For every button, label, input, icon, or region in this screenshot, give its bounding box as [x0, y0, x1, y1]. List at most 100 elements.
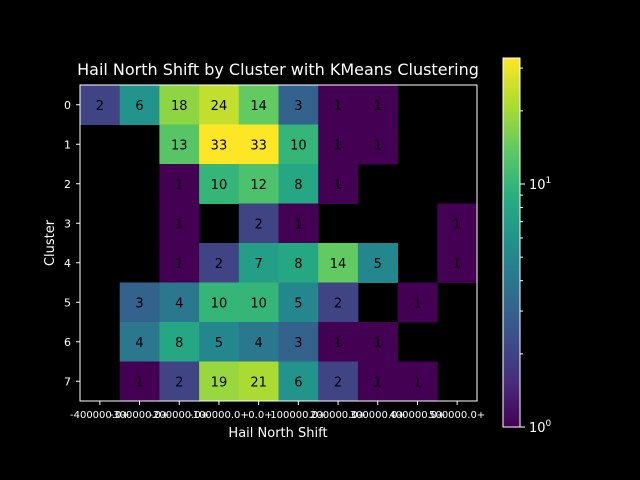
cell-value-label: 7 [255, 257, 263, 272]
cell-value-label: 13 [171, 138, 188, 153]
heatmap-cell [199, 322, 240, 362]
heatmap-cell [199, 361, 240, 402]
cell-value-label: 2 [334, 296, 342, 311]
x-tick-label: 500000.0+ [429, 410, 485, 421]
cell-value-label: 33 [250, 138, 267, 153]
y-tick-label: 3 [64, 217, 71, 230]
x-tick-label: -100000.0+ [189, 410, 249, 421]
x-axis-ticks: -400000.0+-300000.0+-200000.0+-100000.0+… [70, 401, 485, 421]
cell-value-label: 10 [211, 178, 228, 193]
heatmap-cell [199, 124, 240, 165]
x-tick-label: -300000.0+ [110, 410, 170, 421]
y-tick-label: 2 [64, 178, 71, 191]
heatmap-cells [80, 85, 478, 402]
cell-value-label: 1 [334, 178, 342, 193]
heatmap-cell [159, 322, 200, 362]
heatmap-cell [437, 243, 478, 283]
heatmap-cell [199, 243, 240, 283]
heatmap-cell [357, 124, 399, 165]
colorbar-tick-label: 101 [529, 176, 551, 193]
heatmap-cell [318, 164, 359, 204]
heatmap-cell [119, 282, 160, 323]
heatmap-cell [278, 124, 319, 165]
cell-value-label: 2 [334, 375, 342, 390]
heatmap-cell [159, 124, 200, 165]
cell-value-label: 1 [334, 99, 342, 114]
cell-value-label: 33 [211, 138, 228, 153]
cell-value-label: 5 [374, 257, 382, 272]
heatmap-cell [199, 282, 240, 323]
y-axis-ticks: 0 1 2 3 4 5 6 7 [64, 99, 80, 388]
cell-value-label: 1 [175, 178, 183, 193]
cell-value-label: 4 [255, 336, 263, 351]
cell-value-label: 2 [175, 375, 183, 390]
heatmap-cell [119, 322, 160, 362]
heatmap-cell [238, 85, 279, 125]
heatmap-cell [238, 243, 279, 283]
cell-value-label: 21 [250, 375, 267, 390]
heatmap-cell [278, 243, 319, 283]
cell-value-label: 2 [255, 217, 263, 232]
cell-value-label: 1 [135, 375, 143, 390]
y-tick-label: 0 [64, 99, 71, 112]
cell-value-label: 8 [175, 336, 183, 351]
heatmap-cell [278, 203, 319, 244]
cell-value-label: 5 [294, 296, 302, 311]
heatmap-cell [199, 164, 240, 204]
colorbar-tick-label: 100 [529, 419, 552, 436]
cell-value-label: 6 [135, 99, 143, 114]
heatmap-cell [318, 282, 359, 323]
y-tick-label: 4 [64, 257, 71, 270]
heatmap-cell [318, 322, 359, 362]
heatmap-cell [278, 361, 319, 402]
heatmap-cell [437, 203, 478, 244]
heatmap-cell [318, 85, 359, 125]
heatmap-cell [159, 282, 200, 323]
y-tick-label: 7 [64, 375, 71, 388]
cell-value-label: 4 [175, 296, 183, 311]
cell-value-label: 1 [175, 257, 183, 272]
cell-value-label: 14 [330, 257, 347, 272]
cell-value-label: 8 [294, 257, 302, 272]
heatmap-cell [318, 361, 359, 402]
heatmap-cell [119, 85, 160, 125]
heatmap-cell-labels: 2 6 18 24 14 3 1 113 33 33 10 1 11 10 12 8 11 2 1 11 2 7 8 14 5 1… [96, 99, 462, 391]
heatmap-cell [238, 124, 279, 165]
cell-value-label: 3 [294, 99, 302, 114]
x-tick-label: 400000.0+ [389, 410, 445, 421]
heatmap-cell [159, 243, 200, 283]
x-tick-label: -400000.0+ [70, 410, 130, 421]
y-tick-label: 5 [64, 296, 71, 309]
cell-value-label: 2 [215, 257, 223, 272]
cell-value-label: 1 [334, 336, 342, 351]
heatmap-cell [159, 203, 200, 244]
chart-title: Hail North Shift by Cluster with KMeans … [77, 60, 479, 79]
heatmap-cell [238, 282, 279, 323]
y-tick-label: 6 [64, 336, 71, 349]
heatmap-cell [318, 243, 359, 283]
heatmap-cell [159, 164, 200, 204]
heatmap-cell [238, 322, 279, 362]
cell-value-label: 3 [135, 296, 143, 311]
colorbar-ticks: 100 101 [520, 67, 552, 436]
colorbar [502, 57, 521, 428]
cell-value-label: 1 [374, 375, 382, 390]
heatmap-cell [199, 85, 240, 125]
heatmap-cell [238, 361, 279, 402]
cell-value-label: 12 [250, 178, 267, 193]
heatmap-cell [159, 85, 200, 125]
cell-value-label: 14 [250, 99, 267, 114]
heatmap-cell [357, 243, 399, 283]
cell-value-label: 18 [171, 99, 188, 114]
x-tick-label: -200000.0+ [149, 410, 209, 421]
heatmap-cell [357, 85, 399, 125]
x-tick-label: 200000.0+ [310, 410, 366, 421]
cell-value-label: 5 [215, 336, 223, 351]
cell-value-label: 1 [453, 257, 461, 272]
x-tick-label: 300000.0+ [350, 410, 406, 421]
cell-value-label: 3 [294, 336, 302, 351]
cell-value-label: 8 [294, 178, 302, 193]
y-tick-label: 1 [64, 138, 71, 151]
cell-value-label: 1 [453, 217, 461, 232]
